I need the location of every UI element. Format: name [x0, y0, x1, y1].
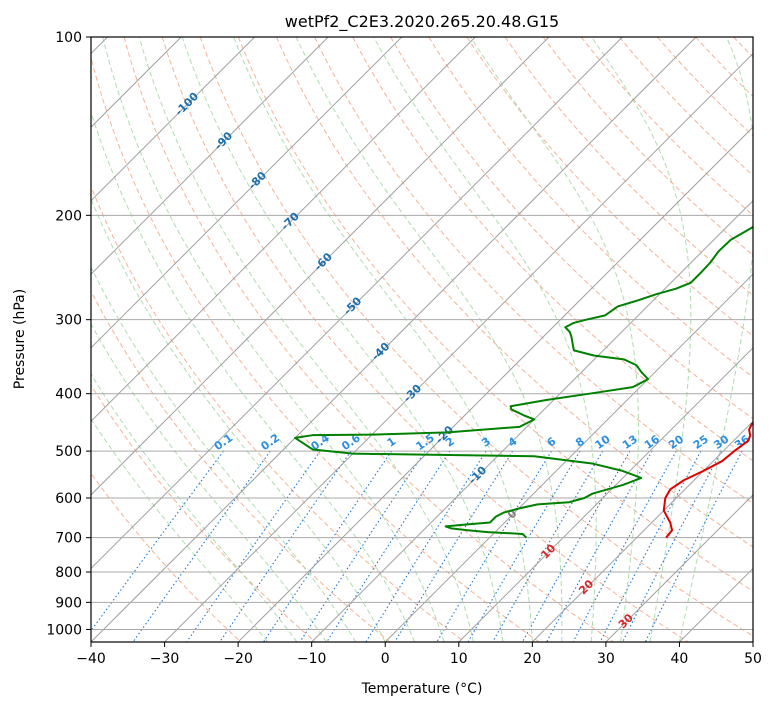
y-tick-label: 900 — [55, 595, 82, 611]
x-axis-ticks: −40 −30 −20 −10 0 10 20 30 40 50 — [76, 642, 762, 667]
dry-adiabat-line — [542, 37, 753, 256]
pressure-gridlines — [91, 37, 753, 630]
dry-adiabat-line — [275, 37, 753, 548]
x-axis-label: Temperature (°C) — [361, 681, 483, 697]
dry-adiabat-line — [237, 37, 753, 592]
x-tick-label: 10 — [450, 651, 468, 667]
isotherm-line — [384, 273, 753, 642]
y-tick-label: 800 — [55, 565, 82, 581]
moist-adiabat-line — [138, 37, 474, 642]
moist-adiabat-line — [91, 265, 357, 642]
y-axis-ticks: 100 200 300 400 500 600 700 800 900 1000 — [46, 30, 91, 638]
isotherm-line — [311, 199, 753, 642]
mixing-ratio-line — [572, 450, 677, 642]
x-tick-label: 0 — [381, 651, 390, 667]
moist-adiabat-line — [233, 37, 533, 642]
moist-adiabat-line — [91, 197, 386, 642]
y-tick-label: 500 — [55, 444, 82, 460]
dry-adiabat-line — [199, 37, 753, 637]
isotherm-line — [458, 347, 753, 642]
moist-adiabat-line — [591, 37, 692, 642]
isotherm-line — [605, 494, 753, 642]
x-tick-label: 30 — [597, 651, 615, 667]
y-tick-label: 200 — [55, 208, 82, 224]
x-tick-label: −10 — [297, 651, 327, 667]
dry-adiabat-line — [504, 37, 753, 296]
isotherm-line — [91, 37, 329, 275]
y-tick-label: 700 — [55, 531, 82, 547]
dry-adiabat-line — [91, 185, 465, 642]
dry-adiabat-line — [161, 37, 689, 642]
moist-adiabat-line — [295, 37, 563, 642]
x-tick-label: 40 — [671, 651, 689, 667]
x-tick-label: 50 — [744, 651, 762, 667]
dry-adiabat-line — [91, 384, 316, 642]
isotherm-line — [164, 52, 753, 642]
dewpoint-line — [294, 225, 753, 539]
y-tick-label: 1000 — [46, 622, 82, 638]
moist-adiabat-line — [102, 37, 445, 642]
mixing-ratio-line — [521, 450, 631, 642]
mixing-ratio-line — [467, 450, 581, 642]
moist-adiabat-line — [91, 418, 268, 642]
dry-adiabat-line — [91, 472, 242, 642]
x-tick-label: 20 — [523, 651, 541, 667]
mixing-ratio-lines — [91, 450, 743, 642]
plot-frame — [90, 36, 754, 643]
isotherm-line — [531, 420, 753, 642]
moist-adiabat-line — [91, 373, 298, 642]
isotherm-line — [91, 37, 476, 423]
isotherm-line — [91, 37, 697, 642]
y-tick-label: 400 — [55, 387, 82, 403]
mixing-ratio-line — [492, 450, 604, 642]
mixing-ratio-line — [599, 450, 702, 642]
y-axis-label: Pressure (hPa) — [12, 289, 28, 389]
mixing-ratio-line — [394, 450, 514, 642]
mixing-ratio-line — [186, 450, 321, 642]
isotherm-line — [91, 37, 550, 496]
mixing-ratio-line — [622, 450, 722, 642]
dry-adiabat-line — [428, 37, 753, 378]
mixing-ratio-line — [436, 450, 552, 642]
dry-adiabat-line — [91, 55, 540, 642]
moist-adiabat-line — [91, 322, 327, 642]
mixing-ratio-line — [546, 450, 653, 642]
moist-adiabat-line — [470, 37, 639, 642]
mixing-ratio-line — [132, 450, 271, 642]
dry-adiabat-line — [618, 37, 753, 176]
isotherms — [91, 37, 753, 642]
isotherm-line — [91, 37, 403, 349]
mixing-ratio-line — [219, 450, 352, 642]
dry-adiabat-line — [123, 37, 614, 642]
profile-series — [294, 225, 753, 539]
dry-adiabats — [91, 37, 753, 642]
dry-adiabat-line — [91, 290, 391, 642]
moist-adiabat-line — [181, 37, 504, 642]
moist-adiabat-line — [678, 37, 753, 642]
y-tick-label: 100 — [55, 30, 82, 46]
temperature-line — [662, 421, 753, 539]
mixing-ratio-line — [365, 450, 487, 642]
moist-adiabats — [91, 37, 753, 642]
isotherm-line — [91, 37, 623, 570]
x-tick-label: −40 — [76, 651, 106, 667]
chart-title: wetPf2_C2E3.2020.265.20.48.G15 — [285, 12, 559, 32]
y-tick-label: 300 — [55, 313, 82, 329]
isotherm-line — [91, 37, 256, 202]
moist-adiabat-line — [373, 37, 597, 642]
plot-area: -100-90-80-70-60-50-40-30-20-10010203040… — [91, 37, 753, 642]
dry-adiabat-line — [314, 37, 753, 505]
x-tick-label: −20 — [223, 651, 253, 667]
dry-adiabat-line — [390, 37, 753, 420]
y-tick-label: 600 — [55, 491, 82, 507]
x-tick-label: −30 — [150, 651, 180, 667]
isotherm-line — [237, 126, 753, 642]
